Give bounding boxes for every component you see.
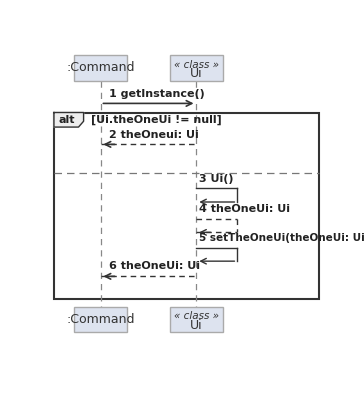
Text: 6 theOneUi: Ui: 6 theOneUi: Ui (109, 262, 200, 271)
Text: Ui: Ui (190, 67, 203, 80)
FancyBboxPatch shape (74, 55, 127, 81)
Text: « class »: « class » (174, 312, 219, 322)
Polygon shape (54, 113, 84, 127)
Text: 2 theOneui: Ui: 2 theOneui: Ui (109, 130, 199, 139)
FancyBboxPatch shape (74, 307, 127, 333)
Text: 1 getInstance(): 1 getInstance() (109, 89, 205, 98)
Bar (54, 113, 319, 299)
Text: [Ui.theOneUi != null]: [Ui.theOneUi != null] (91, 115, 221, 125)
Text: 5 setTheOneUi(theOneUi: Ui): 5 setTheOneUi(theOneUi: Ui) (199, 233, 364, 243)
FancyBboxPatch shape (170, 307, 223, 333)
Text: « class »: « class » (174, 59, 219, 70)
FancyBboxPatch shape (170, 55, 223, 81)
Text: 4 theOneUi: Ui: 4 theOneUi: Ui (199, 204, 290, 214)
Text: :Command: :Command (66, 313, 135, 326)
Text: :Command: :Command (66, 61, 135, 74)
Text: 3 Ui(): 3 Ui() (199, 174, 234, 184)
Text: Ui: Ui (190, 319, 203, 332)
Text: alt: alt (58, 115, 75, 125)
